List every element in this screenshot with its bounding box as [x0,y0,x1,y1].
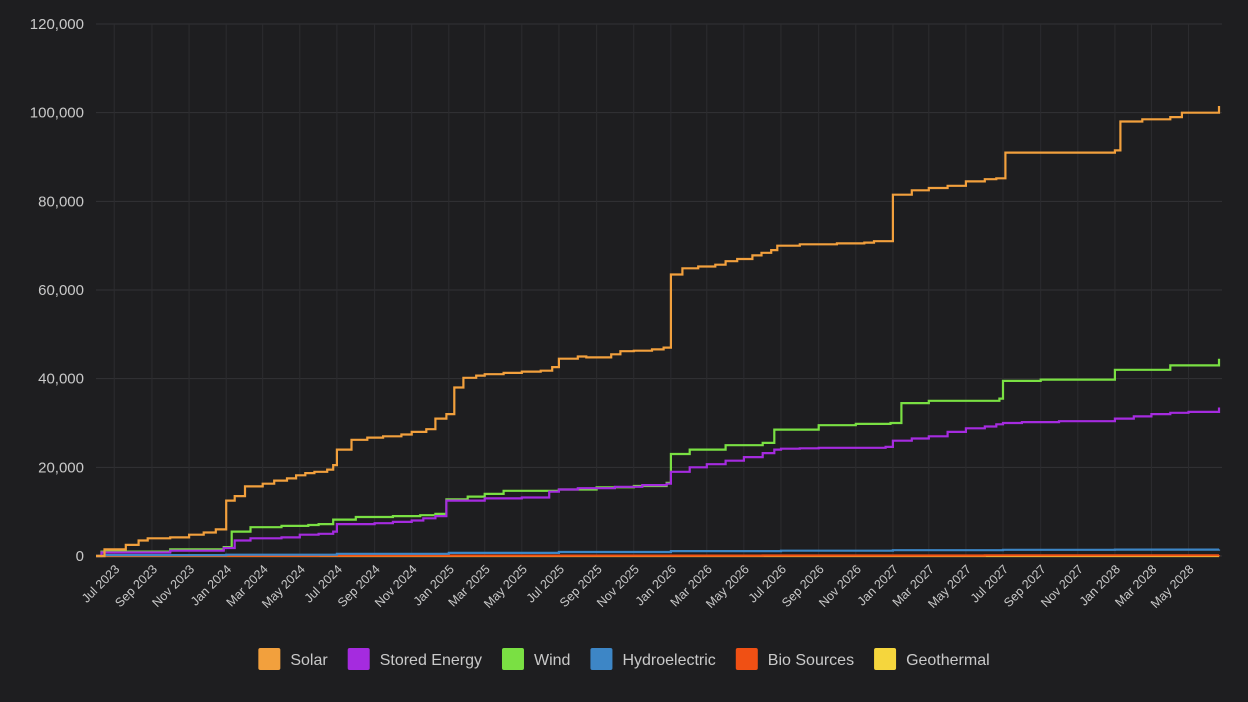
y-tick-label: 20,000 [38,459,84,476]
series-line-wind [96,358,1221,558]
series-lines [96,106,1221,558]
legend-swatch-stored-energy [347,648,370,670]
grid-lines [96,23,1222,557]
legend-label-wind: Wind [534,652,570,669]
legend-label-solar: Solar [290,652,328,669]
y-tick-label: 120,000 [30,16,84,33]
legend-label-stored-energy: Stored Energy [380,652,482,669]
y-axis-ticks: 0 20,000 40,000 60,000 80,000 100,000 120,000 [30,16,84,565]
y-tick-label: 0 [76,548,84,565]
legend-swatch-geothermal [874,648,897,670]
series-line-solar [96,106,1221,558]
legend-swatch-wind [501,648,524,670]
legend-swatch-solar [258,648,281,670]
y-tick-label: 100,000 [30,105,84,122]
legend-swatch-hydroelectric [590,648,613,670]
y-tick-label: 60,000 [38,282,84,299]
legend-label-bio-sources: Bio Sources [768,652,854,669]
legend-swatch-bio-sources [735,648,758,670]
series-line-stored-energy [96,407,1221,558]
legend: Solar Stored Energy Wind Hydroelectric Bio S… [258,648,990,670]
series-line-hydroelectric [96,548,1221,558]
y-tick-label: 80,000 [38,193,84,210]
legend-label-geothermal: Geothermal [906,652,990,669]
legend-label-hydroelectric: Hydroelectric [622,652,715,669]
y-tick-label: 40,000 [38,371,84,388]
